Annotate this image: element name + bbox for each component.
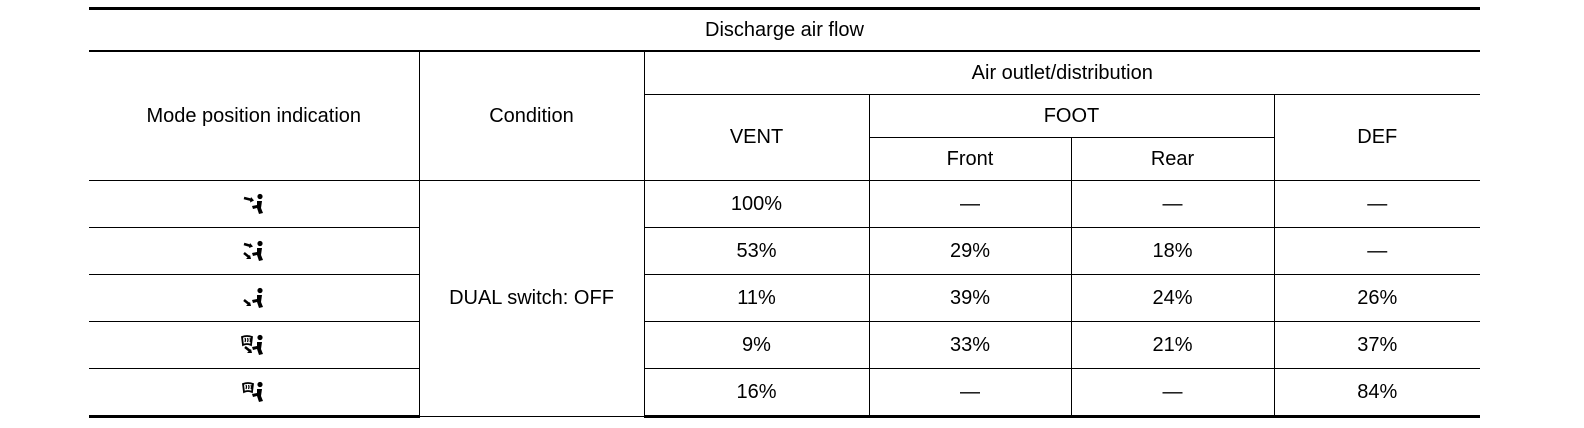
mode-cell <box>89 274 420 322</box>
def-value: 37% <box>1273 321 1481 369</box>
foot-rear-value: 18% <box>1070 227 1275 275</box>
foot-front-value: — <box>868 180 1072 228</box>
condition-header: Condition <box>418 50 645 181</box>
foot-front-value: — <box>868 368 1072 418</box>
foot-front-value: 29% <box>868 227 1072 275</box>
table-row: 53% 29% 18% — <box>89 227 1481 275</box>
def-value: — <box>1273 180 1481 228</box>
vent-value: 53% <box>643 227 870 275</box>
def-value: 84% <box>1273 368 1481 418</box>
vent-value: 9% <box>643 321 870 369</box>
discharge-air-flow-table: Discharge air flow Mode position indicat… <box>89 7 1481 418</box>
foot-front-value: 39% <box>868 274 1072 322</box>
foot-rear-header: Rear <box>1070 137 1275 181</box>
vent-value: 100% <box>643 180 870 228</box>
foot-front-header: Front <box>869 137 1072 181</box>
mode-cell <box>89 321 420 369</box>
vent-mode-icon <box>243 194 263 215</box>
foot-mode-icon <box>242 288 263 309</box>
mode-cell <box>89 227 420 275</box>
table-row: DUAL switch: OFF 100% — — — <box>89 180 1481 417</box>
bi-level-mode-icon <box>242 241 263 262</box>
table-row: 9% 33% 21% 37% <box>89 321 1481 369</box>
foot-rear-value: 24% <box>1070 274 1275 322</box>
def-value: 26% <box>1273 274 1481 322</box>
def-header: DEF <box>1273 94 1481 181</box>
condition-cell: DUAL switch: OFF <box>418 180 645 417</box>
table-row: 16% — — 84% <box>89 368 1481 418</box>
vent-header: VENT <box>644 94 870 181</box>
foot-defrost-mode-icon <box>240 335 263 356</box>
foot-header: FOOT <box>868 94 1275 138</box>
mode-position-header: Mode position indication <box>89 50 420 181</box>
foot-front-value: 33% <box>868 321 1072 369</box>
vent-value: 11% <box>643 274 870 322</box>
table-row: 11% 39% 24% 26% <box>89 274 1481 322</box>
air-outlet-distribution-header: Air outlet/distribution <box>643 50 1481 95</box>
mode-cell <box>89 180 420 228</box>
def-value: — <box>1273 227 1481 275</box>
foot-rear-value: 21% <box>1070 321 1275 369</box>
foot-rear-value: — <box>1070 368 1275 418</box>
foot-rear-value: — <box>1070 180 1275 228</box>
defrost-mode-icon <box>241 382 263 403</box>
table-title: Discharge air flow <box>89 7 1481 52</box>
mode-cell <box>89 368 420 418</box>
vent-value: 16% <box>643 368 870 418</box>
